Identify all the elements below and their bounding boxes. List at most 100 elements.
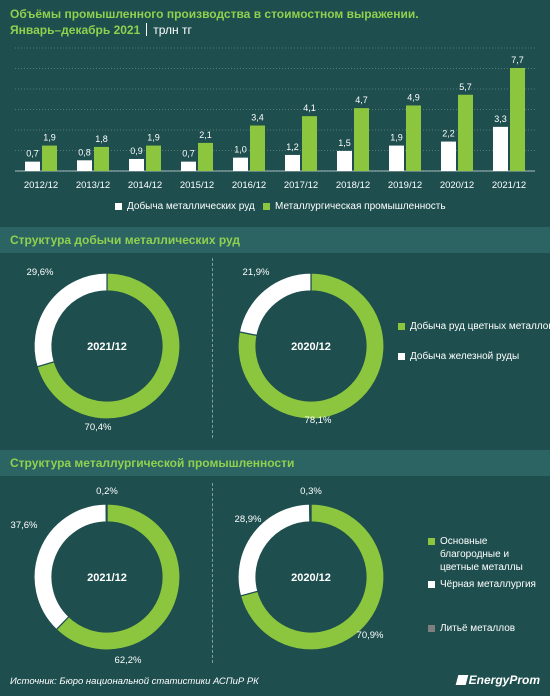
donut-slice	[55, 503, 181, 651]
bar-value-label: 5,7	[459, 82, 472, 92]
donut-center-label: 2021/12	[87, 572, 127, 584]
bar	[406, 105, 421, 171]
bar	[94, 146, 109, 171]
slice-value-label: 21,9%	[243, 267, 270, 278]
legend-swatch-green	[428, 538, 435, 545]
x-tick-label: 2013/12	[76, 180, 110, 191]
donut-slice	[238, 272, 312, 337]
bar	[77, 160, 92, 171]
x-tick-label: 2019/12	[388, 180, 422, 191]
separator	[146, 23, 148, 36]
bar-value-label: 1,5	[338, 138, 351, 148]
divider-metallurgy	[212, 483, 213, 663]
bar-chart: 0,7 1,9 2012/12 0,8 1,8 2013/12 0,9 1,9 2014/12 0…	[15, 47, 535, 191]
bar	[337, 150, 352, 171]
legend-label: Основные благородные и цветные металлы	[440, 536, 523, 573]
metallurgy-donuts: 2021/12 62,2% 37,6% 0,2% 2020/12 70,9% 28,9% 0…	[11, 486, 385, 666]
donut-slice	[309, 503, 312, 523]
legend-swatch-white	[398, 353, 405, 360]
bar-value-label: 1,8	[95, 134, 108, 144]
bar	[250, 125, 265, 171]
brand-logo: EnergyProm	[455, 673, 540, 687]
logo-mark-icon	[455, 675, 468, 685]
bar-legend: Добыча металлических руд Металлургическа…	[0, 200, 550, 216]
source-note: Источник: Бюро национальной статистики А…	[10, 676, 259, 687]
legend-swatch-green	[398, 323, 405, 330]
bar	[441, 141, 456, 171]
logo-text: EnergyProm	[468, 673, 540, 687]
bar-value-label: 4,7	[355, 95, 368, 105]
bar-value-label: 1,9	[390, 133, 403, 143]
bar	[146, 145, 161, 171]
bar-value-label: 1,2	[286, 142, 299, 152]
bar-value-label: 3,4	[251, 113, 264, 123]
legend-swatch-grey	[428, 625, 435, 632]
bar	[510, 68, 525, 171]
section-title-ore: Структура добычи металлических руд	[10, 233, 240, 247]
donut-center-label: 2020/12	[291, 341, 331, 353]
x-tick-label: 2014/12	[128, 180, 162, 191]
bar-legend-item-ore: Добыча металлических руд	[115, 200, 255, 213]
metallurgy-legend-item-ferrous: Чёрная металлургия	[428, 578, 536, 591]
donut-ore-2020: 2020/12 78,1% 21,9%	[237, 267, 385, 426]
bar-value-label: 1,9	[147, 133, 160, 143]
x-tick-label: 2021/12	[492, 180, 526, 191]
bar-value-label: 7,7	[511, 55, 524, 65]
ore-legend-item-iron: Добыча железной руды	[398, 350, 519, 363]
legend-label: Добыча руд цветных металлов	[410, 321, 550, 332]
section-band-metallurgy	[0, 450, 550, 476]
legend-swatch-white	[115, 203, 122, 210]
bar-value-label: 4,1	[303, 103, 316, 113]
donut-slice	[33, 503, 107, 631]
donut-slice	[33, 272, 108, 368]
bar	[42, 145, 57, 171]
bar	[302, 116, 317, 171]
bar-value-label: 2,1	[199, 130, 212, 140]
legend-label: Добыча металлических руд	[127, 201, 255, 212]
page-subtitle: Январь–декабрь 2021 трлн тг	[10, 22, 192, 38]
slice-value-label: 28,9%	[235, 514, 262, 525]
slice-value-label: 29,6%	[27, 267, 54, 278]
divider-ore	[212, 258, 213, 438]
bar	[233, 157, 248, 171]
unit-label: трлн тг	[153, 23, 192, 37]
x-tick-label: 2015/12	[180, 180, 214, 191]
bar-legend-item-metallurgy: Металлургическая промышленность	[263, 200, 446, 213]
donut-slice	[36, 272, 181, 420]
legend-label: Литьё металлов	[440, 623, 516, 634]
section-title-metallurgy: Структура металлургической промышленност…	[10, 456, 295, 470]
legend-label: Чёрная металлургия	[440, 579, 536, 590]
period-label: Январь–декабрь 2021	[10, 23, 141, 37]
metallurgy-legend-item-casting: Литьё металлов	[428, 622, 515, 635]
ore-legend-item-nonferrous: Добыча руд цветных металлов	[398, 320, 550, 333]
section-band-ore	[0, 227, 550, 253]
bar-value-label: 1,0	[234, 145, 247, 155]
legend-label: Металлургическая промышленность	[275, 201, 446, 212]
bar-marks: 0,7 1,9 2012/12 0,8 1,8 2013/12 0,9 1,9 2014/12 0…	[24, 55, 526, 191]
slice-value-label: 0,2%	[96, 486, 118, 497]
ore-donuts: 2021/12 70,4% 29,6% 2020/12 78,1% 21,9%	[27, 267, 385, 433]
donut-center-label: 2021/12	[87, 341, 127, 353]
bar	[198, 142, 213, 171]
bar-value-label: 3,3	[494, 114, 507, 124]
slice-value-label: 62,2%	[115, 655, 142, 666]
donut-metallurgy-2021: 2021/12 62,2% 37,6% 0,2%	[11, 486, 181, 666]
donut-slice	[237, 272, 385, 420]
donut-center-label: 2020/12	[291, 572, 331, 584]
bar-value-label: 1,9	[43, 133, 56, 143]
slice-value-label: 78,1%	[305, 415, 332, 426]
x-tick-label: 2017/12	[284, 180, 318, 191]
bar-gridlines	[15, 47, 535, 172]
donut-ore-2021: 2021/12 70,4% 29,6%	[27, 267, 181, 433]
bar-value-label: 0,7	[26, 149, 39, 159]
slice-value-label: 70,4%	[85, 422, 112, 433]
donut-slice	[105, 503, 108, 523]
slice-value-label: 0,3%	[300, 486, 322, 497]
donut-slice	[239, 503, 385, 651]
bar	[25, 161, 40, 171]
slice-value-label: 70,9%	[357, 630, 384, 641]
bar	[129, 158, 144, 171]
legend-label: Добыча железной руды	[410, 351, 520, 362]
bar-value-label: 0,9	[130, 146, 143, 156]
page-title: Объёмы промышленного производства в стои…	[10, 7, 419, 21]
